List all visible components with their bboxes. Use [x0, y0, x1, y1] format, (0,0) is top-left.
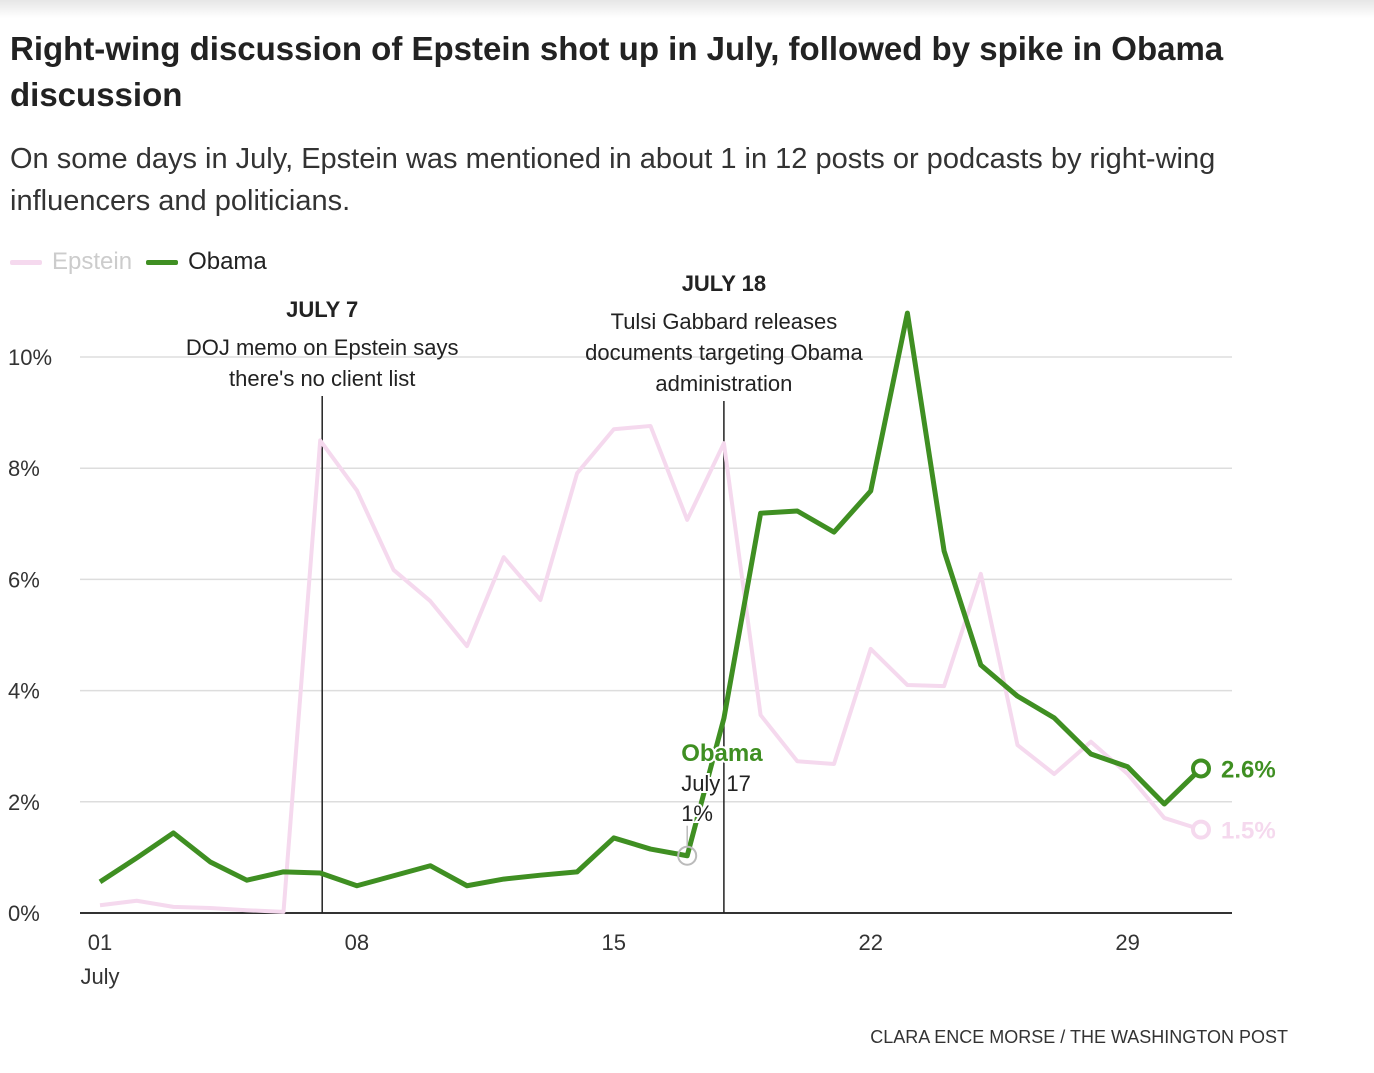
legend-item-epstein[interactable]: Epstein: [10, 248, 132, 276]
x-tick-sublabel: July: [80, 964, 119, 989]
annotation-title: JULY 18: [682, 271, 766, 296]
legend-item-obama[interactable]: Obama: [146, 248, 267, 276]
legend-label-epstein: Epstein: [52, 248, 133, 275]
chart-title: Right-wing discussion of Epstein shot up…: [10, 30, 1224, 113]
legend: Epstein Obama: [10, 248, 267, 276]
series-line-epstein: [99, 423, 1202, 914]
legend-label-obama: Obama: [188, 248, 267, 275]
y-tick-label: 2%: [8, 790, 40, 815]
y-tick-label: 8%: [8, 456, 40, 481]
series-line-obama: [98, 310, 1203, 889]
end-marker-epstein: [1191, 819, 1211, 840]
end-marker-obama: [1191, 758, 1211, 779]
tooltip-date: July 17: [681, 771, 751, 796]
x-tick-label: 29: [1115, 930, 1139, 955]
y-tick-label: 0%: [8, 901, 40, 926]
y-tick-label: 4%: [8, 679, 40, 704]
x-tick-label: 01: [88, 930, 112, 955]
x-tick-label: 15: [602, 930, 626, 955]
x-tick-label: 22: [858, 930, 882, 955]
annotation-text: administration: [655, 371, 792, 396]
tooltip-series: Obama: [681, 740, 763, 767]
chart-subtitle: On some days in July, Epstein was mentio…: [10, 143, 1216, 217]
credit: CLARA ENCE MORSE / THE WASHINGTON POST: [870, 1027, 1288, 1047]
tooltip-value: 1%: [681, 801, 713, 826]
annotation-text: documents targeting Obama: [585, 340, 863, 365]
legend-swatch-epstein: [10, 259, 42, 265]
legend-swatch-obama: [146, 259, 179, 265]
y-tick-label: 10%: [8, 345, 52, 370]
x-tick-label: 08: [345, 930, 369, 955]
annotation-text: there's no client list: [229, 366, 415, 391]
annotation-title: JULY 7: [286, 297, 358, 322]
end-label-obama: 2.6%: [1221, 756, 1276, 783]
end-label-epstein: 1.5%: [1221, 818, 1276, 845]
tooltip-marker: [677, 845, 698, 866]
y-tick-label: 6%: [8, 567, 40, 592]
annotation-text: Tulsi Gabbard releases: [611, 309, 838, 334]
annotation-text: DOJ memo on Epstein says: [186, 335, 459, 360]
top-shade: [0, 0, 1374, 18]
